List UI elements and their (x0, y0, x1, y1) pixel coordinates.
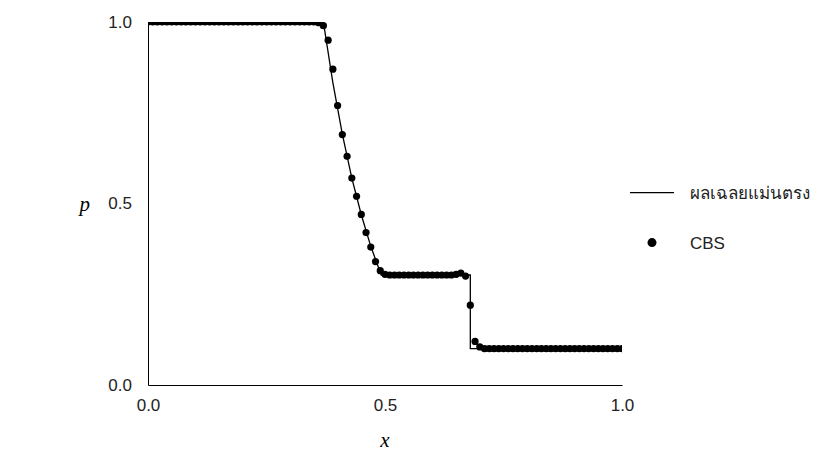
point (343, 153, 350, 160)
point (358, 211, 365, 218)
plot-area (148, 22, 622, 352)
chart: 0.0 0.5 1.0 0.0 0.5 1.0 x p ผลเฉลยแม่นตรง CBS (0, 0, 815, 459)
tick: 0.5 (374, 385, 398, 415)
point (339, 131, 346, 138)
tick-label: 0.0 (108, 376, 132, 395)
y-axis: 0.0 0.5 1.0 (108, 13, 148, 395)
tick-label: 1.0 (611, 396, 635, 415)
point (362, 229, 369, 236)
legend-item: ผลเฉลยแม่นตรง (630, 184, 810, 203)
point (329, 66, 336, 73)
tick-label: 0.5 (108, 194, 132, 213)
point (325, 37, 332, 44)
x-axis: 0.0 0.5 1.0 (137, 385, 635, 415)
legend-label: ผลเฉลยแม่นตรง (690, 184, 810, 203)
y-axis-title: p (78, 192, 91, 216)
legend-label: CBS (690, 234, 725, 253)
point (367, 243, 374, 250)
point (471, 338, 478, 345)
tick-label: 1.0 (108, 13, 132, 32)
axis-line (148, 23, 149, 386)
tick: 1.0 (611, 385, 635, 415)
points (148, 22, 622, 352)
point (372, 258, 379, 265)
line (148, 22, 622, 349)
axis-line (149, 385, 623, 386)
point (353, 193, 360, 200)
point (320, 22, 327, 29)
tick: 0.0 (108, 376, 148, 395)
tick: 1.0 (108, 13, 148, 32)
point (467, 302, 474, 309)
legend-item: CBS (648, 234, 725, 253)
point (462, 273, 469, 280)
legend-swatch (630, 192, 674, 193)
tick-label: 0.0 (137, 396, 161, 415)
legend: ผลเฉลยแม่นตรง CBS (630, 184, 810, 253)
point (618, 345, 622, 352)
point (348, 174, 355, 181)
tick: 0.0 (137, 385, 161, 415)
tick: 0.5 (108, 194, 148, 213)
point (334, 102, 341, 109)
legend-swatch (648, 238, 657, 247)
x-axis-title: x (379, 428, 390, 452)
tick-label: 0.5 (374, 396, 398, 415)
